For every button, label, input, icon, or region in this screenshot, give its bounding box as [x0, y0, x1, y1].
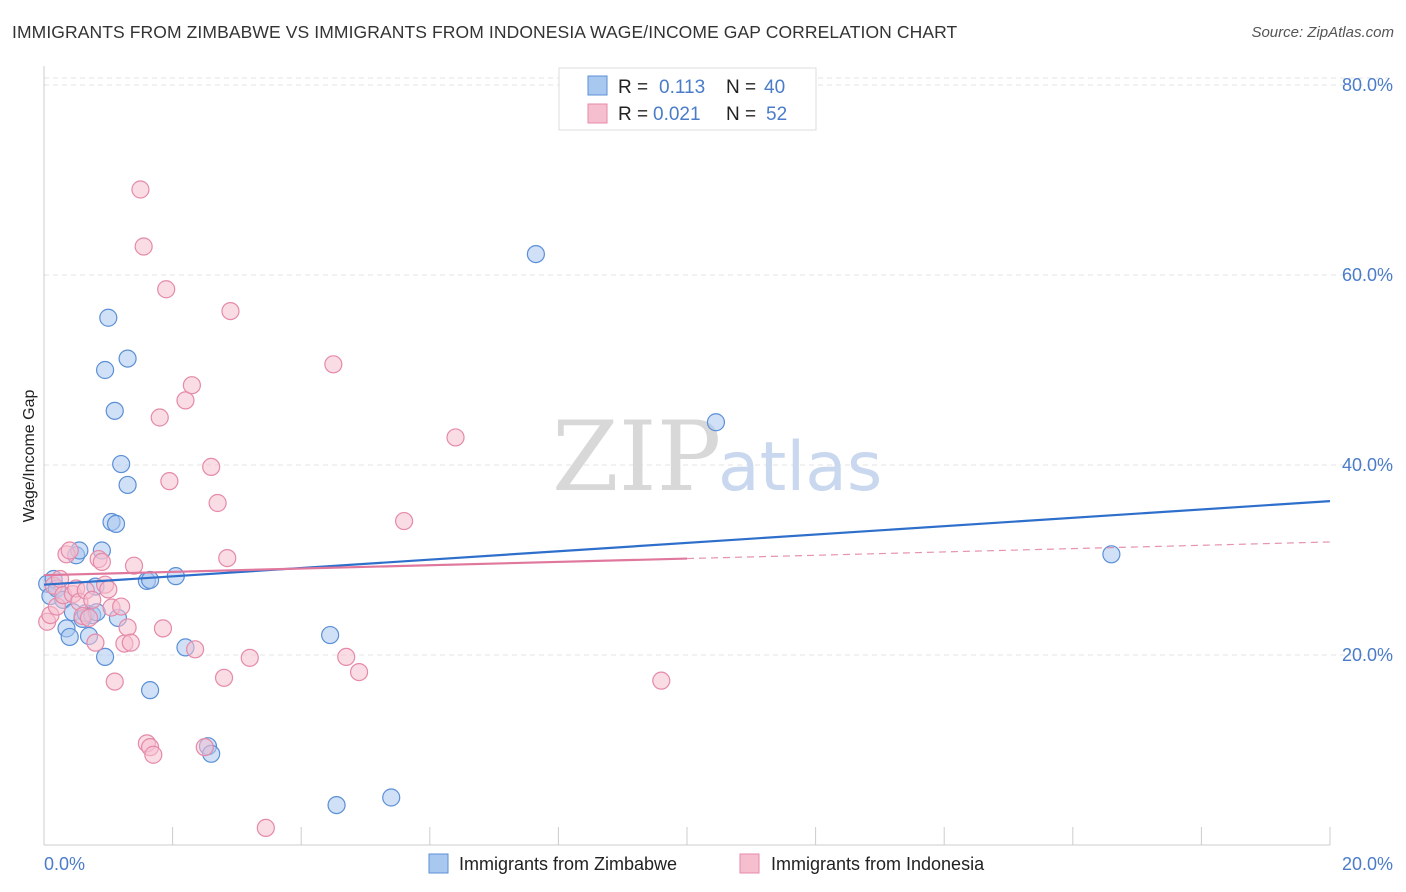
- point-indonesia-51: [446, 428, 465, 447]
- point-indonesia-40: [202, 457, 221, 476]
- grid: [44, 77, 1393, 656]
- bottom-legend-swatch-zimbabwe: [428, 853, 449, 874]
- x-tick-label-min: 0.0%: [44, 854, 85, 874]
- point-indonesia-46: [256, 818, 275, 838]
- point-zimbabwe-22: [106, 514, 126, 534]
- point-indonesia-52: [652, 671, 671, 690]
- bottom-legend-swatch-indonesia: [739, 853, 760, 874]
- point-zimbabwe-21: [105, 401, 124, 420]
- point-zimbabwe-37: [526, 245, 545, 264]
- chart-title: IMMIGRANTS FROM ZIMBABWE VS IMMIGRANTS F…: [12, 22, 958, 42]
- point-indonesia-15: [86, 633, 105, 652]
- point-indonesia-36: [176, 391, 195, 410]
- legend-swatch-indonesia: [587, 103, 608, 124]
- point-indonesia-35: [160, 472, 179, 491]
- point-indonesia-32: [150, 408, 169, 427]
- point-indonesia-34: [157, 280, 176, 299]
- watermark-zip: ZIP: [552, 401, 721, 513]
- point-zimbabwe-24: [112, 454, 131, 474]
- bottom-legend-label-indonesia: Immigrants from Indonesia: [771, 854, 985, 874]
- trend-line-indonesia-extension: [686, 541, 1331, 560]
- point-indonesia-14: [83, 590, 102, 610]
- point-indonesia-44: [221, 302, 240, 321]
- point-indonesia-38: [186, 640, 205, 659]
- legend-r-value-zimbabwe: 0.113: [659, 77, 705, 98]
- point-zimbabwe-39: [1102, 545, 1121, 564]
- point-indonesia-48: [337, 647, 356, 667]
- point-zimbabwe-38: [706, 413, 726, 432]
- point-indonesia-28: [134, 237, 153, 256]
- legend-n-value-indonesia: 52: [766, 104, 787, 125]
- point-zimbabwe-6: [60, 627, 79, 647]
- point-zimbabwe-26: [118, 475, 137, 495]
- point-indonesia-19: [99, 580, 118, 599]
- point-indonesia-24: [118, 618, 137, 637]
- legend: R = 0.113 N = 40 R = 0.021 N = 52: [558, 67, 817, 131]
- point-indonesia-43: [218, 548, 237, 568]
- point-zimbabwe-18: [95, 360, 115, 380]
- point-indonesia-7: [60, 541, 79, 560]
- y-tick-labels: 20.0% 40.0% 60.0% 80.0%: [1342, 75, 1393, 665]
- series-zimbabwe-points: [38, 245, 1121, 815]
- y-tick-label-40: 40.0%: [1342, 455, 1393, 475]
- point-indonesia-42: [214, 668, 234, 687]
- legend-r-value-indonesia: 0.021: [653, 104, 701, 125]
- point-indonesia-26: [124, 556, 144, 575]
- y-axis-label: Wage/Income Gap: [21, 390, 38, 523]
- point-zimbabwe-17: [95, 647, 115, 667]
- point-indonesia-33: [153, 619, 173, 638]
- trend-line-zimbabwe: [43, 500, 1331, 586]
- point-indonesia-41: [208, 493, 227, 513]
- point-indonesia-31: [144, 745, 163, 764]
- point-indonesia-22: [112, 597, 131, 616]
- point-indonesia-21: [105, 672, 124, 691]
- legend-n-value-zimbabwe: 40: [764, 77, 785, 98]
- point-indonesia-45: [240, 648, 259, 667]
- legend-r-label-indonesia: R =: [618, 104, 648, 125]
- bottom-legend: Immigrants from Zimbabwe Immigrants from…: [428, 853, 985, 874]
- point-indonesia-17: [92, 552, 111, 572]
- point-zimbabwe-36: [382, 788, 401, 807]
- point-indonesia-49: [349, 662, 369, 682]
- point-zimbabwe-25: [118, 349, 137, 368]
- legend-swatch-zimbabwe: [587, 75, 608, 96]
- point-indonesia-25: [121, 633, 140, 652]
- y-tick-label-60: 60.0%: [1342, 265, 1393, 285]
- trend-lines: [43, 500, 1331, 586]
- y-tick-label-80: 80.0%: [1342, 75, 1393, 95]
- trend-line-indonesia: [43, 557, 688, 577]
- point-indonesia-27: [131, 180, 150, 199]
- point-indonesia-39: [195, 738, 214, 757]
- point-indonesia-47: [324, 355, 343, 374]
- legend-n-label-zimbabwe: N =: [726, 77, 756, 98]
- point-indonesia-50: [394, 511, 414, 531]
- point-zimbabwe-35: [327, 795, 346, 815]
- point-indonesia-37: [182, 376, 201, 395]
- point-zimbabwe-28: [140, 570, 160, 590]
- legend-r-label-zimbabwe: R =: [618, 77, 648, 98]
- point-zimbabwe-34: [321, 625, 340, 645]
- y-tick-label-20: 20.0%: [1342, 645, 1393, 665]
- x-ticks: [43, 827, 1331, 845]
- point-indonesia-13: [79, 608, 99, 628]
- watermark-atlas: atlas: [718, 428, 882, 507]
- legend-n-label-indonesia: N =: [726, 104, 756, 125]
- series-indonesia-points: [38, 180, 671, 838]
- chart-source: Source: ZipAtlas.com: [1251, 24, 1394, 41]
- bottom-legend-label-zimbabwe: Immigrants from Zimbabwe: [459, 854, 677, 874]
- point-zimbabwe-29: [140, 681, 160, 700]
- x-tick-label-max: 20.0%: [1342, 854, 1393, 874]
- point-zimbabwe-19: [99, 308, 118, 327]
